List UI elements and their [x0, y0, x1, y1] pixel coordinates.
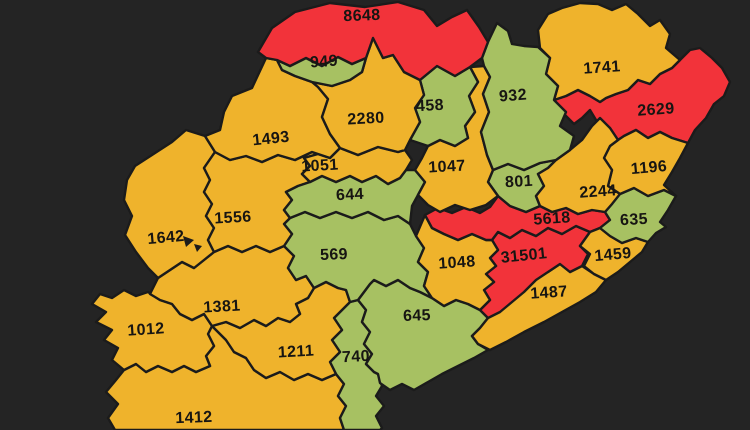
district-label-1211: 1211 [277, 343, 314, 362]
district-label-1487: 1487 [530, 283, 568, 303]
district-label-801: 801 [505, 173, 534, 191]
district-label-1412: 1412 [175, 409, 213, 427]
district-label-645: 645 [403, 307, 431, 325]
district-label-1459: 1459 [594, 245, 633, 265]
district-label-1012: 1012 [127, 320, 165, 340]
district-label-644: 644 [336, 186, 365, 204]
district-label-1047: 1047 [428, 158, 466, 177]
district-label-1556: 1556 [214, 209, 252, 228]
district-label-1642: 1642 [147, 228, 186, 248]
district-label-569: 569 [320, 246, 348, 264]
district-label-1493: 1493 [252, 129, 291, 150]
district-label-458: 458 [416, 97, 445, 115]
district-label-740: 740 [342, 348, 371, 366]
district-region-932 [479, 21, 576, 172]
district-label-1741: 1741 [583, 58, 621, 78]
district-region-1642 [122, 128, 217, 280]
district-label-2280: 2280 [347, 110, 385, 129]
enclave-marker-icon [183, 236, 202, 252]
district-label-8648: 8648 [343, 7, 381, 25]
district-label-2244: 2244 [579, 182, 617, 202]
district-label-2629: 2629 [637, 100, 675, 120]
district-label-932: 932 [498, 87, 527, 106]
district-region-8648 [256, 0, 490, 82]
district-label-1048: 1048 [438, 253, 476, 273]
district-label-1196: 1196 [630, 158, 668, 178]
district-label-1051: 1051 [301, 157, 339, 176]
district-region-1741 [536, 1, 682, 104]
district-label-5618: 5618 [533, 209, 571, 229]
district-label-31501: 31501 [500, 245, 548, 267]
district-region-2244 [534, 116, 622, 216]
district-label-1381: 1381 [203, 298, 241, 317]
district-label-635: 635 [620, 211, 649, 229]
district-label-949: 949 [309, 53, 338, 72]
